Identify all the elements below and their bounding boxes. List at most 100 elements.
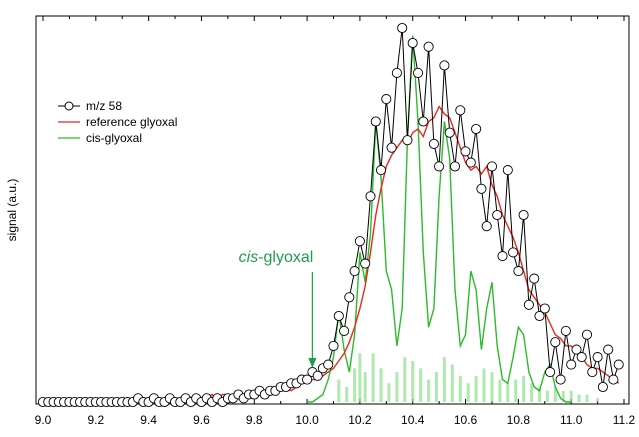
data-point-m-z-58 [402,135,413,146]
data-point-m-z-58 [455,105,466,116]
data-point-m-z-58 [428,138,439,149]
stick-bar [395,372,399,402]
legend-label-m58: m/z 58 [86,99,122,113]
data-point-m-z-58 [407,37,418,49]
data-point-m-z-58 [523,299,534,310]
data-point-m-z-58 [349,266,360,277]
stick-bar [411,360,415,402]
stick-bar [577,394,581,402]
stick-bar [442,357,446,402]
x-tick-label: 10.6 [454,413,478,427]
x-tick-labels: 9.0 9.2 9.4 9.6 9.8 10.0 10.2 10.4 10.6 10.8 11.0 1… [35,413,636,427]
data-point-m-z-58 [502,165,513,176]
data-point-m-z-58 [587,367,598,378]
x-tick-label: 9.6 [193,413,210,427]
data-point-m-z-58 [508,247,519,258]
x-tick-label: 9.0 [35,413,52,427]
series-cis-glyoxal [307,35,572,403]
x-tick-label: 11.2 [613,413,636,427]
data-point-m-z-58 [397,22,408,34]
stick-bar [387,383,391,402]
data-point-m-z-58 [449,161,461,172]
data-point-m-z-58 [412,67,424,78]
data-point-m-z-58 [386,142,397,153]
stick-bar [585,394,589,402]
stick-bar [450,364,454,402]
cis-glyoxal-annotation: cis-glyoxal [239,249,317,368]
data-point-m-z-58 [423,41,434,52]
x-tick-label: 9.4 [140,413,157,427]
data-point-m-z-58 [497,251,508,262]
plot-frame [35,15,630,405]
stick-bar [530,383,534,402]
data-point-m-z-58 [434,161,445,172]
stick-bar [379,368,383,402]
stick-bar [474,375,478,402]
data-point-m-z-58 [576,352,587,363]
data-point-m-z-58 [481,221,492,232]
annotation-text: cis-glyoxal [239,249,314,266]
stick-bar [345,387,349,402]
stick-bar [561,390,565,402]
legend-label-cis: cis-glyoxal [86,131,142,145]
data-point-m-z-58 [571,344,582,355]
stick-bar [569,390,573,402]
data-point-m-z-58 [344,292,355,303]
data-point-m-z-58 [328,340,339,351]
stick-bar [506,383,510,402]
x-tick-label: 10.0 [295,413,319,427]
stick-bar [358,353,362,402]
data-point-m-z-58 [486,161,498,172]
data-point-m-z-58 [613,359,624,370]
stick-bar [514,379,518,402]
data-point-m-z-58 [539,303,550,314]
data-point-m-z-58 [518,209,529,221]
stick-bar [427,379,431,402]
data-point-m-z-58 [545,367,556,378]
stick-bar [363,372,367,402]
data-point-m-z-58 [370,116,381,127]
stick-spectrum [337,353,600,402]
data-point-m-z-58 [360,258,371,269]
stick-bar [545,390,549,402]
x-tick-label: 10.2 [348,413,372,427]
data-point-m-z-58 [381,94,392,105]
data-point-m-z-58 [460,146,471,157]
series-line-cis-glyoxal [307,35,572,403]
x-tick-label: 9.2 [87,413,104,427]
data-point-m-z-58 [492,209,503,221]
legend-label-reference: reference glyoxal [86,115,177,129]
data-point-m-z-58 [603,344,614,355]
x-tick-label: 11.0 [560,413,583,427]
data-point-m-z-58 [529,273,540,284]
data-point-m-z-58 [555,374,566,385]
stick-bar [419,368,423,402]
stick-bar [353,368,357,402]
data-point-m-z-58 [476,183,487,194]
stick-bar [522,375,526,402]
stick-bar [434,372,438,402]
data-point-m-z-58 [581,329,593,340]
stick-bar [482,368,486,402]
stick-bar [466,383,470,402]
data-point-m-z-58 [592,352,603,363]
annotation-arrowhead [308,358,317,368]
legend: m/z 58 reference glyoxal cis-glyoxal [58,99,177,145]
series-m-z-58-markers [37,22,624,408]
data-point-m-z-58 [566,359,577,370]
data-point-m-z-58 [323,359,334,370]
stick-bar [596,398,600,402]
stick-bar [458,375,462,402]
data-point-m-z-58 [608,374,619,385]
data-point-m-z-58 [365,191,376,202]
data-point-m-z-58 [391,67,402,78]
data-point-m-z-58 [444,127,455,138]
data-point-m-z-58 [354,236,365,247]
data-point-m-z-58 [312,370,323,381]
data-point-m-z-58 [465,157,476,168]
stick-bar [498,379,502,402]
legend-marker-m58 [64,101,74,111]
data-point-m-z-58 [560,325,571,336]
data-point-m-z-58 [418,116,429,127]
